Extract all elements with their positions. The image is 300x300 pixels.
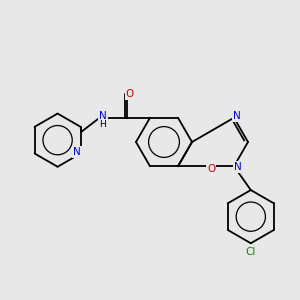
Text: O: O	[126, 89, 134, 99]
Text: N: N	[234, 162, 242, 172]
Text: H: H	[99, 120, 106, 129]
Text: Cl: Cl	[246, 247, 256, 257]
Text: N: N	[73, 148, 80, 158]
Text: N: N	[233, 111, 241, 121]
Text: O: O	[207, 164, 215, 174]
Text: N: N	[99, 111, 106, 121]
